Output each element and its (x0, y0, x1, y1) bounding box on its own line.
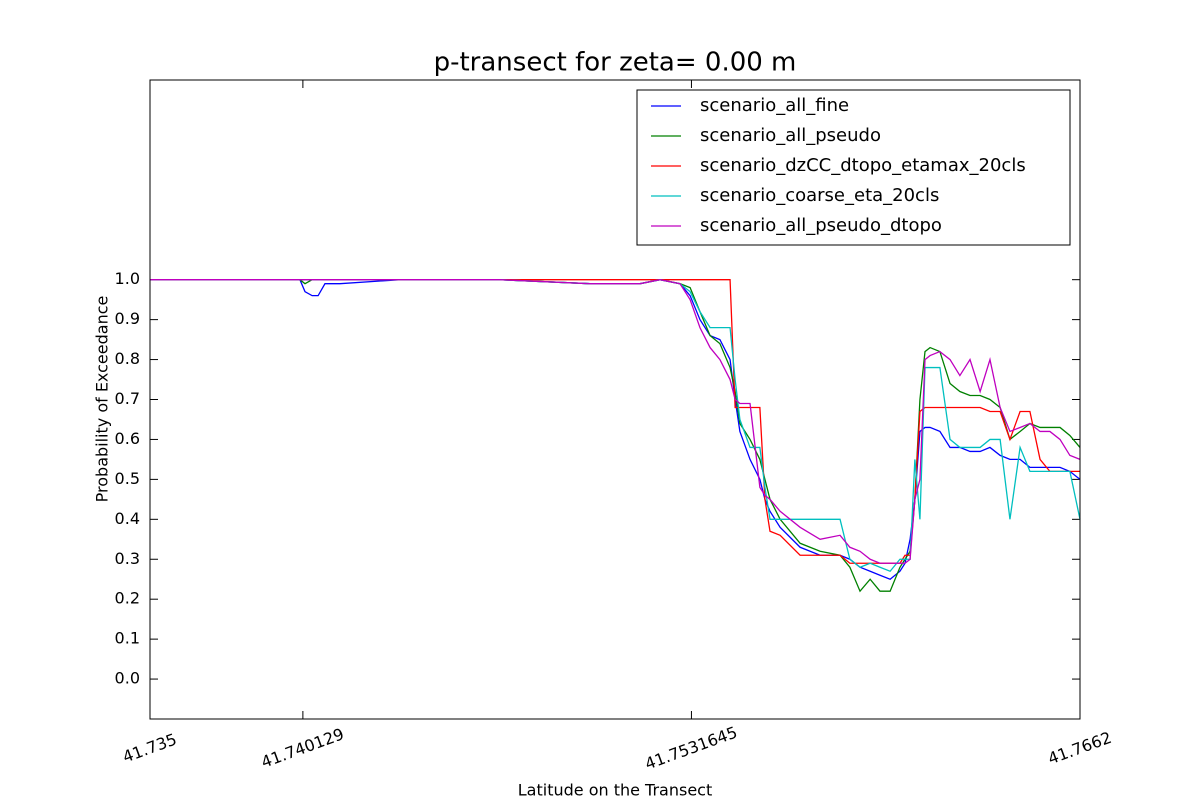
series-line (150, 279, 1081, 564)
x-axis-label: Latitude on the Transect (518, 781, 713, 800)
y-tick-label: 0.8 (115, 349, 140, 368)
legend-label: scenario_all_pseudo (700, 125, 881, 146)
legend-label: scenario_coarse_eta_20cls (700, 185, 939, 206)
series-line (150, 279, 1081, 580)
chart-title: p-transect for zeta= 0.00 m (434, 48, 797, 78)
x-tick-label: 41.7662 (1045, 728, 1114, 768)
x-tick-label: 41.7531645 (642, 723, 739, 774)
plot-frame (149, 79, 1081, 720)
legend-box (636, 89, 1071, 246)
series-line (150, 279, 1080, 564)
legend-label: scenario_all_fine (700, 95, 849, 116)
y-tick-label: 0.2 (115, 589, 140, 608)
series-line (150, 279, 1081, 573)
series-line (150, 279, 1081, 593)
legend-label: scenario_dzCC_dtopo_etamax_20cls (700, 155, 1026, 176)
y-tick-label: 1.0 (115, 269, 140, 288)
y-axis-label: Probability of Exceedance (93, 296, 112, 503)
y-tick-label: 0.9 (115, 309, 140, 328)
y-tick-label: 0.5 (115, 469, 140, 488)
y-tick-label: 0.6 (115, 429, 140, 448)
y-tick-label: 0.4 (115, 509, 140, 528)
y-tick-label: 0.7 (115, 389, 140, 408)
x-tick-label: 41.735 (120, 730, 179, 767)
y-tick-label: 0.3 (115, 549, 140, 568)
y-tick-label: 0.1 (115, 629, 140, 648)
x-tick-label: 41.740129 (259, 724, 347, 771)
y-tick-label: 0.0 (115, 669, 140, 688)
legend-label: scenario_all_pseudo_dtopo (700, 215, 942, 236)
